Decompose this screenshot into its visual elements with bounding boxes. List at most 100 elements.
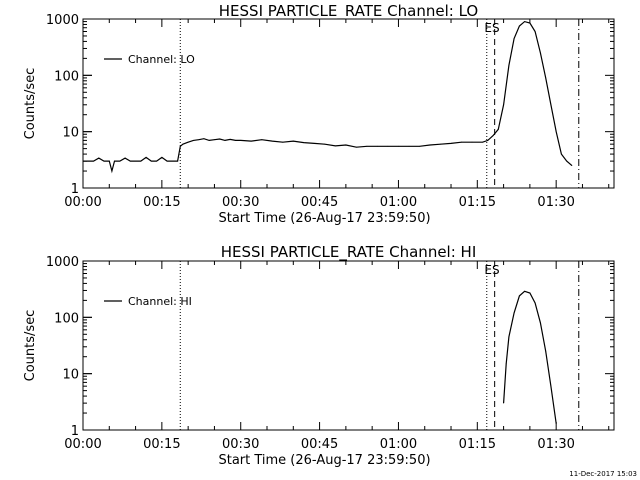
data-point <box>408 145 410 147</box>
data-point <box>508 65 510 66</box>
data-point <box>292 140 294 142</box>
data-point <box>208 140 210 141</box>
data-point <box>513 312 515 314</box>
data-point <box>182 143 184 145</box>
data-point <box>505 363 507 365</box>
data-point <box>450 143 452 144</box>
panel-hi: HESSI PARTICLE_RATE Channel: HI 1 10 100 100… <box>23 243 615 468</box>
data-point <box>529 22 531 24</box>
data-point <box>550 385 552 387</box>
data-point <box>261 139 263 141</box>
data-point <box>229 139 231 140</box>
legend-label: Channel: LO <box>128 53 195 66</box>
x-tick-label: 01:30 <box>537 195 574 210</box>
data-point <box>313 143 315 144</box>
data-point <box>119 160 121 162</box>
data-point <box>377 145 378 147</box>
data-point <box>429 144 431 146</box>
data-point <box>98 157 100 159</box>
data-point <box>108 160 110 162</box>
data-point <box>124 157 126 159</box>
data-point <box>129 160 131 162</box>
data-point <box>187 141 189 143</box>
series-line <box>83 20 573 174</box>
data-point <box>145 157 147 158</box>
data-point <box>161 157 163 158</box>
y-axis-label: Counts/sec <box>23 310 38 382</box>
x-axis-label: Start Time (26-Aug-17 23:59:50) <box>218 453 430 468</box>
data-point <box>387 145 389 147</box>
data-point <box>550 104 552 106</box>
x-tick-label: 01:00 <box>380 195 417 210</box>
y-tick-label: 10 <box>62 126 79 141</box>
data-point <box>82 160 84 162</box>
data-point <box>172 160 173 162</box>
data-point <box>103 160 105 162</box>
chart-title: HESSI PARTICLE_RATE Channel: HI <box>221 243 477 262</box>
data-point <box>93 160 94 162</box>
data-point <box>534 31 536 32</box>
data-point <box>235 140 236 141</box>
data-point <box>419 145 420 147</box>
data-point <box>545 77 547 79</box>
data-point <box>335 145 336 147</box>
data-point <box>482 141 483 143</box>
x-tick-label: 00:30 <box>222 195 259 210</box>
data-point <box>534 302 536 304</box>
data-point <box>461 141 462 143</box>
data-point <box>193 140 194 141</box>
chart-title: HESSI PARTICLE_RATE Channel: LO <box>219 2 478 21</box>
x-tick-label: 01:30 <box>537 437 574 452</box>
y-tick-label: 100 <box>54 69 79 84</box>
data-point <box>303 142 305 144</box>
data-point <box>561 153 562 155</box>
data-point <box>524 290 525 292</box>
data-point <box>540 52 541 54</box>
x-tick-label: 01:15 <box>459 195 496 210</box>
data-point <box>140 160 142 162</box>
data-point <box>545 350 547 352</box>
data-point <box>540 322 541 324</box>
x-axis-label: Start Time (26-Aug-17 23:59:50) <box>218 211 430 226</box>
data-point <box>487 140 489 141</box>
data-point <box>555 423 557 424</box>
x-tick-label: 00:00 <box>64 437 101 452</box>
plot-timestamp: 11-Dec-2017 15:03 <box>569 470 637 478</box>
data-point <box>566 160 568 162</box>
y-tick-label: 100 <box>54 311 79 326</box>
data-point <box>282 141 284 143</box>
data-point <box>214 139 215 141</box>
series-line <box>503 290 557 424</box>
data-point <box>471 141 473 143</box>
x-tick-label: 01:00 <box>380 437 417 452</box>
data-point <box>114 160 115 162</box>
plot-frame <box>82 18 615 189</box>
data-point <box>345 144 347 146</box>
data-point <box>203 138 205 140</box>
data-point <box>519 25 520 27</box>
data-point <box>513 38 515 39</box>
data-point <box>111 170 113 172</box>
data-point <box>179 145 181 147</box>
y-tick-label: 1 <box>71 182 79 197</box>
x-tick-label: 01:15 <box>459 437 496 452</box>
event-annotation: ES <box>484 21 499 35</box>
panel-lo: HESSI PARTICLE_RATE Channel: LO 1 10 100 100… <box>23 2 615 226</box>
data-point <box>324 143 326 145</box>
data-point <box>398 145 399 147</box>
y-tick-label: 10 <box>62 368 79 383</box>
data-point <box>250 140 252 142</box>
y-axis-label: Counts/sec <box>23 68 38 140</box>
data-point <box>166 160 168 162</box>
data-point <box>519 295 520 297</box>
data-point <box>356 146 357 148</box>
data-point <box>366 145 368 147</box>
data-point <box>555 131 557 133</box>
x-tick-label: 00:15 <box>143 195 180 210</box>
data-point <box>529 292 531 294</box>
data-point <box>156 160 158 162</box>
data-point <box>198 139 200 141</box>
data-point <box>497 128 499 130</box>
data-point <box>224 140 226 141</box>
